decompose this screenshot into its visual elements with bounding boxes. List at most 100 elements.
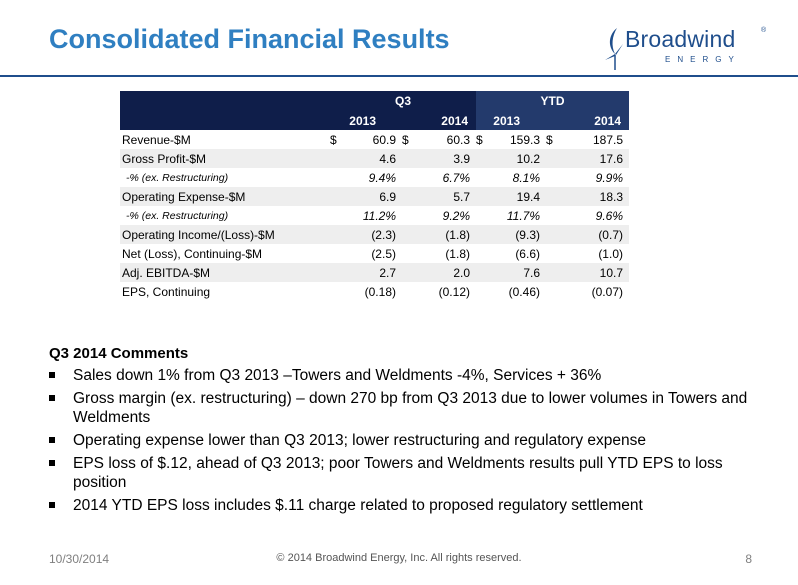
broadwind-logo: Broadwind ® ENERGY (603, 24, 783, 72)
currency-symbol (476, 225, 490, 244)
row-label: Operating Income/(Loss)-$M (120, 225, 330, 244)
currency-symbol (546, 244, 560, 263)
currency-symbol (476, 244, 490, 263)
row-label: -% (ex. Restructuring) (126, 209, 229, 222)
comment-item: EPS loss of $.12, ahead of Q3 2013; poor… (49, 454, 769, 492)
table-row: -% (ex. Restructuring) 9.4% 6.7% 8.1% 9.9% (120, 168, 629, 187)
currency-symbol (402, 206, 416, 225)
currency-symbol (330, 244, 344, 263)
currency-symbol (476, 168, 490, 187)
table-row: Revenue-$M $60.9 $60.3 $159.3 $187.5 (120, 130, 629, 149)
comment-text: Sales down 1% from Q3 2013 –Towers and W… (73, 367, 602, 384)
row-label: EPS, Continuing (122, 284, 211, 299)
table-row: EPS, Continuing (0.18) (0.12) (0.46) (0.07) (120, 282, 629, 301)
table-cell: 6.9 (344, 187, 402, 206)
currency-symbol: $ (330, 132, 337, 147)
header-ytd: YTD (476, 91, 629, 111)
table-row: Gross Profit-$M 4.6 3.9 10.2 17.6 (120, 149, 629, 168)
bullet-icon (49, 437, 55, 443)
comments-list: Sales down 1% from Q3 2013 –Towers and W… (49, 366, 769, 515)
currency-symbol (330, 149, 344, 168)
table-cell: 9.6% (595, 208, 623, 223)
table-cell: (1.8) (416, 225, 476, 244)
table-cell: 2.7 (344, 263, 402, 282)
footer-copyright: © 2014 Broadwind Energy, Inc. All rights… (276, 552, 522, 564)
page-number: 8 (745, 552, 752, 566)
currency-symbol (402, 282, 416, 301)
comment-item: Operating expense lower than Q3 2013; lo… (49, 431, 769, 450)
table-cell: 10.7 (560, 263, 629, 282)
table-cell: 187.5 (592, 132, 623, 147)
currency-symbol (546, 225, 560, 244)
table-cell: (0.7) (560, 225, 629, 244)
comment-item: 2014 YTD EPS loss includes $.11 charge r… (49, 496, 769, 515)
currency-symbol (402, 225, 416, 244)
header-ytd-2013: 2013 (476, 111, 546, 130)
currency-symbol (546, 187, 560, 206)
comment-text: EPS loss of $.12, ahead of Q3 2013; poor… (73, 455, 723, 491)
row-label: Operating Expense-$M (120, 187, 330, 206)
row-label: -% (ex. Restructuring) (126, 171, 229, 184)
bullet-icon (49, 460, 55, 466)
row-label: Adj. EBITDA-$M (120, 263, 330, 282)
table-cell: (1.0) (598, 246, 623, 261)
table-cell: 18.3 (560, 187, 629, 206)
logo-wordmark: Broadwind (625, 26, 736, 52)
currency-symbol (330, 187, 344, 206)
table-row: Operating Income/(Loss)-$M (2.3) (1.8) (9.3… (120, 225, 629, 244)
table-cell: (0.12) (438, 284, 470, 299)
table-cell: (2.3) (344, 225, 402, 244)
footer-date: 10/30/2014 (49, 552, 110, 566)
comment-text: Gross margin (ex. restructuring) – down … (73, 390, 748, 426)
currency-symbol (402, 263, 416, 282)
table-cell: (1.8) (445, 246, 470, 261)
currency-symbol (476, 149, 490, 168)
table-cell: 3.9 (416, 149, 476, 168)
comment-item: Sales down 1% from Q3 2013 –Towers and W… (49, 366, 769, 385)
table-row: Adj. EBITDA-$M 2.7 2.0 7.6 10.7 (120, 263, 629, 282)
table-cell: 9.2% (442, 208, 470, 223)
header-q3: Q3 (330, 91, 476, 111)
header-q3-2014: 2014 (402, 111, 476, 130)
bullet-icon (49, 395, 55, 401)
bullet-icon (49, 372, 55, 378)
table-cell: (0.46) (508, 284, 540, 299)
table-cell: (0.07) (591, 284, 623, 299)
currency-symbol (330, 263, 344, 282)
table-cell: 10.2 (490, 149, 546, 168)
currency-symbol (546, 206, 560, 225)
table-cell: 11.2% (362, 208, 396, 223)
currency-symbol (476, 282, 490, 301)
title-rule (0, 75, 798, 77)
comment-text: 2014 YTD EPS loss includes $.11 charge r… (73, 497, 643, 514)
comments-section: Q3 2014 Comments Sales down 1% from Q3 2… (49, 345, 769, 519)
currency-symbol: $ (402, 132, 409, 147)
row-label: Gross Profit-$M (120, 149, 330, 168)
currency-symbol (330, 168, 344, 187)
header-q3-2013: 2013 (330, 111, 402, 130)
currency-symbol (402, 149, 416, 168)
currency-symbol (330, 282, 344, 301)
currency-symbol: $ (546, 132, 553, 147)
table-cell: 9.9% (595, 170, 623, 185)
table-cell: 6.7% (442, 170, 470, 185)
table-row: Operating Expense-$M 6.9 5.7 19.4 18.3 (120, 187, 629, 206)
table-cell: 2.0 (416, 263, 476, 282)
currency-symbol: $ (476, 132, 483, 147)
currency-symbol (546, 149, 560, 168)
table-cell: 8.1% (512, 170, 540, 185)
currency-symbol (330, 225, 344, 244)
table-cell: 19.4 (490, 187, 546, 206)
comment-text: Operating expense lower than Q3 2013; lo… (73, 432, 646, 449)
table-row: -% (ex. Restructuring) 11.2% 9.2% 11.7% 9.6% (120, 206, 629, 225)
row-label: Revenue-$M (122, 132, 191, 147)
currency-symbol (546, 282, 560, 301)
table-cell: (0.18) (364, 284, 396, 299)
table-cell: 60.3 (446, 132, 470, 147)
header-blank-2 (120, 111, 330, 130)
table-cell: 11.7% (506, 208, 540, 223)
slide-title: Consolidated Financial Results (49, 24, 450, 54)
financial-results-table: Q3 YTD 2013 2014 2013 2014 Revenue-$M $60… (120, 91, 629, 301)
header-blank (120, 91, 330, 111)
currency-symbol (476, 263, 490, 282)
